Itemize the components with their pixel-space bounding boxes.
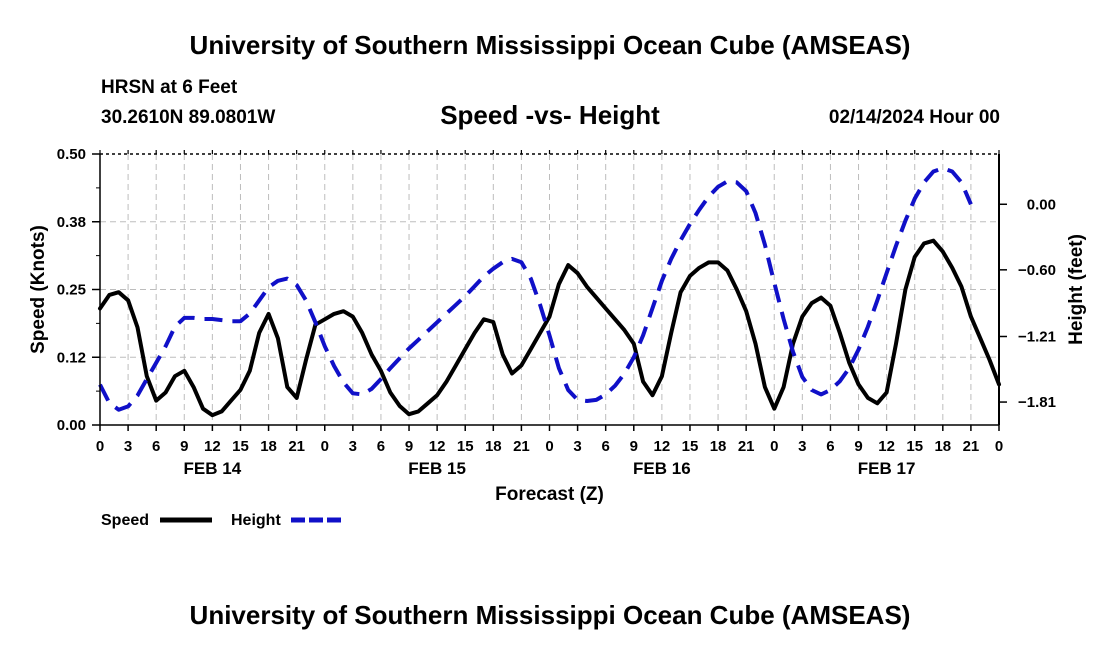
x-tick-label: 12 [204, 438, 221, 455]
x-tick-label: 6 [377, 438, 385, 455]
x-tick-label: 3 [798, 438, 806, 455]
x-tick-label: 3 [124, 438, 132, 455]
x-tick-label: 9 [405, 438, 413, 455]
y-right-axis-label: Height (feet) [1066, 234, 1087, 345]
x-tick-label: 0 [995, 438, 1003, 455]
x-axis-label: Forecast (Z) [495, 484, 604, 505]
x-tick-label: 18 [260, 438, 277, 455]
x-tick-label: 21 [738, 438, 755, 455]
series-line-height [98, 166, 973, 412]
series-line-speed [98, 238, 1001, 418]
x-tick-label: 15 [457, 438, 474, 455]
x-tick-label: 6 [826, 438, 834, 455]
x-tick-label: 18 [485, 438, 502, 455]
y-right-tick-label: −1.21 [1018, 328, 1056, 345]
footer-title: University of Southern Mississippi Ocean… [189, 600, 911, 630]
x-tick-label: 6 [152, 438, 160, 455]
x-tick-label: 9 [630, 438, 638, 455]
x-tick-label: 18 [710, 438, 727, 455]
day-label: FEB 15 [408, 459, 466, 478]
x-tick-label: 0 [770, 438, 778, 455]
y-left-tick-label: 0.00 [57, 417, 86, 434]
day-label: FEB 16 [633, 459, 691, 478]
y-left-tick-label: 0.12 [57, 349, 86, 366]
x-tick-label: 0 [545, 438, 553, 455]
y-right-tick-label: −1.81 [1018, 394, 1056, 411]
y-left-tick-label: 0.25 [57, 282, 86, 299]
legend-label-height: Height [231, 512, 281, 529]
x-tick-label: 12 [654, 438, 671, 455]
y-right-tick-label: 0.00 [1027, 196, 1056, 213]
station-label: HRSN at 6 Feet [101, 77, 238, 98]
main-title: University of Southern Mississippi Ocean… [189, 30, 911, 60]
x-tick-label: 9 [854, 438, 862, 455]
chart-title: Speed -vs- Height [440, 100, 660, 130]
day-label: FEB 17 [858, 459, 916, 478]
station-coordinates: 30.2610N 89.0801W [101, 107, 276, 128]
x-tick-label: 15 [682, 438, 699, 455]
day-label: FEB 14 [184, 459, 242, 478]
x-tick-label: 12 [429, 438, 446, 455]
x-tick-label: 3 [349, 438, 357, 455]
x-tick-label: 21 [288, 438, 305, 455]
x-tick-label: 21 [513, 438, 530, 455]
x-tick-label: 15 [906, 438, 923, 455]
x-tick-label: 0 [321, 438, 329, 455]
x-tick-label: 15 [232, 438, 249, 455]
x-tick-label: 21 [963, 438, 980, 455]
x-tick-label: 0 [96, 438, 104, 455]
x-tick-label: 12 [878, 438, 895, 455]
x-tick-label: 3 [573, 438, 581, 455]
y-left-axis-label: Speed (Knots) [28, 225, 49, 354]
x-tick-label: 9 [180, 438, 188, 455]
y-left-tick-label: 0.50 [57, 146, 86, 163]
x-tick-label: 6 [602, 438, 610, 455]
legend-label-speed: Speed [101, 512, 149, 529]
y-left-tick-label: 0.38 [57, 214, 86, 231]
forecast-datetime: 02/14/2024 Hour 00 [828, 107, 1000, 128]
x-tick-label: 18 [934, 438, 951, 455]
y-right-tick-label: −0.60 [1018, 262, 1056, 279]
